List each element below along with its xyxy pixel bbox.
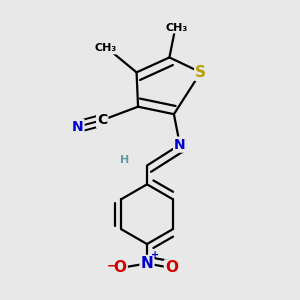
Text: CH₃: CH₃ bbox=[166, 22, 188, 33]
Text: −: − bbox=[106, 260, 117, 273]
Text: N: N bbox=[174, 138, 186, 152]
Text: CH₃: CH₃ bbox=[95, 44, 117, 53]
Text: O: O bbox=[165, 260, 178, 275]
Text: +: + bbox=[151, 250, 159, 260]
Text: C: C bbox=[97, 113, 107, 127]
Text: N: N bbox=[72, 120, 83, 134]
Text: S: S bbox=[195, 65, 206, 80]
Text: H: H bbox=[120, 154, 129, 165]
Text: O: O bbox=[114, 260, 127, 275]
Text: N: N bbox=[141, 256, 153, 271]
